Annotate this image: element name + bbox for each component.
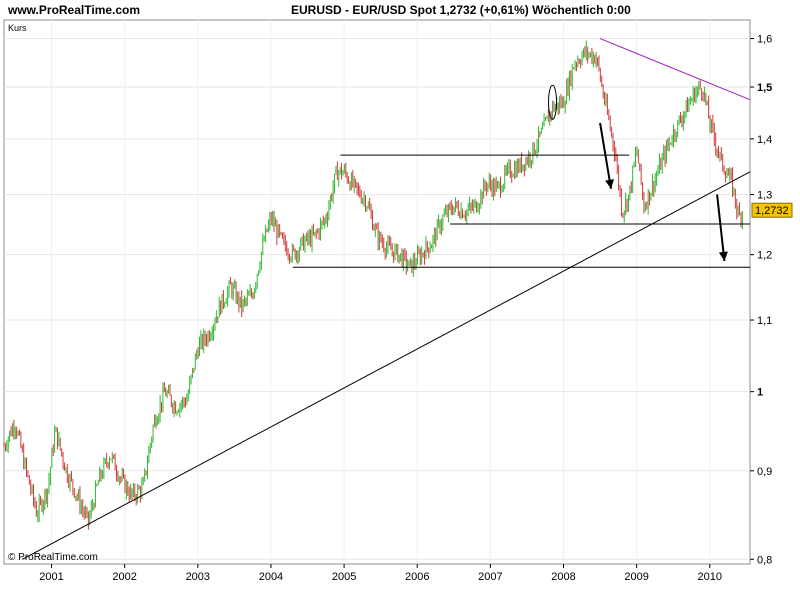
x-tick-label: 2003 — [186, 571, 210, 583]
candle-layer — [3, 40, 743, 530]
y-tick-label: 1,1 — [757, 315, 772, 327]
y-tick-label: 0,9 — [757, 466, 772, 478]
y-tick-label: 1,4 — [757, 134, 772, 146]
chart-title: EURUSD - EUR/USD Spot 1,2732 (+0,61%) Wö… — [291, 3, 631, 17]
trendline-lower — [22, 171, 751, 560]
y-tick-label: 1,6 — [757, 34, 772, 46]
arrow-head — [605, 179, 614, 189]
x-tick-label: 2010 — [698, 571, 722, 583]
axis-layer: 0,8 0,9 1 1,1 1,2 1,3 1,4 1,5 1,6 2001 2002 2003 200… — [39, 34, 772, 583]
trendline-upper — [599, 38, 751, 101]
annotation-layer — [22, 38, 751, 560]
chart-header: www.ProRealTime.com EURUSD - EUR/USD Spo… — [0, 0, 800, 20]
x-tick-label: 2004 — [259, 571, 283, 583]
x-tick-label: 2002 — [112, 571, 136, 583]
copyright-label: © ProRealTime.com — [8, 552, 98, 563]
grid-layer — [4, 20, 750, 564]
x-tick-label: 2009 — [624, 571, 648, 583]
x-tick-label: 2001 — [39, 571, 63, 583]
y-tick-label: 1 — [757, 387, 763, 399]
x-tick-label: 2007 — [478, 571, 502, 583]
y-tick-label: 1,5 — [757, 82, 772, 94]
x-tick-label: 2005 — [332, 571, 356, 583]
last-price-badge-box — [751, 202, 793, 218]
y-tick-label: 0,8 — [757, 554, 772, 566]
last-price-label: 1,2732 — [755, 205, 789, 217]
last-price-badge: 1,2732 — [751, 202, 793, 218]
y-tick-label: 1,3 — [757, 190, 772, 202]
plot-frame — [3, 19, 751, 565]
arrow-head — [718, 251, 728, 261]
arrow-shaft — [716, 194, 726, 262]
y-tick-label: 1,2 — [757, 250, 772, 262]
ellipse-marker — [548, 84, 558, 120]
site-url: www.ProRealTime.com — [8, 3, 141, 17]
x-tick-label: 2006 — [405, 571, 429, 583]
panel-label: Kurs — [8, 23, 27, 33]
arrow-shaft — [599, 122, 613, 189]
x-tick-label: 2008 — [551, 571, 575, 583]
